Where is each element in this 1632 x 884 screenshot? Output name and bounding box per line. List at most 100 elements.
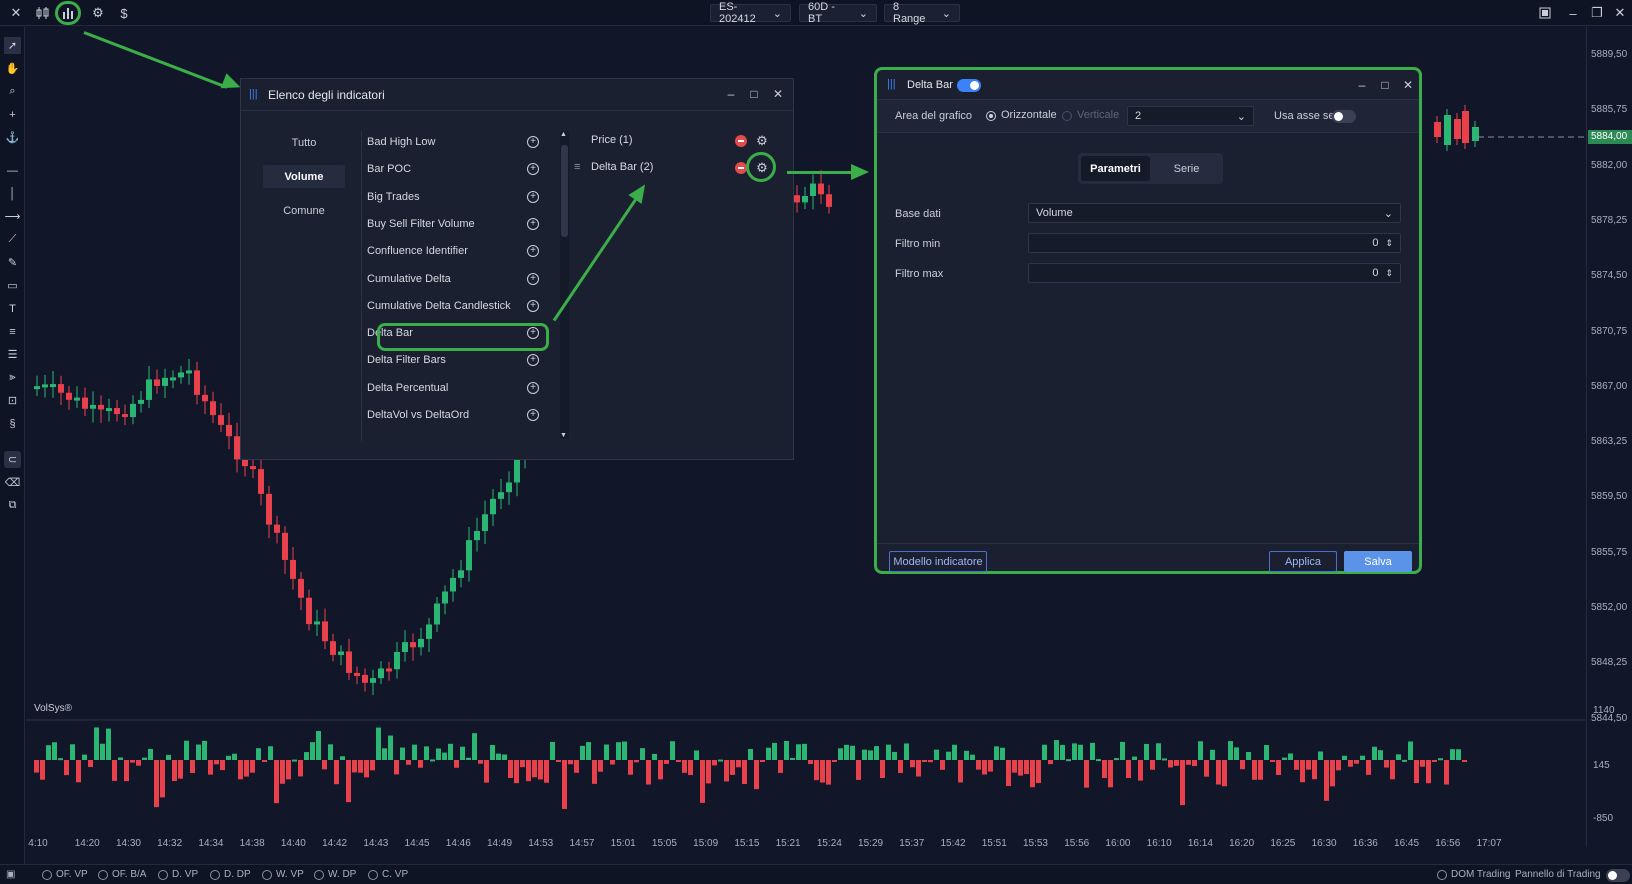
indicators-dialog-titlebar[interactable]: ||| Elenco degli indicatori – □ ✕ [241, 79, 793, 111]
tab-serie[interactable]: Serie [1173, 162, 1200, 175]
magnet-icon[interactable]: ⊂ [4, 451, 21, 468]
indicator-template-button[interactable]: Modello indicatore [889, 551, 987, 572]
trendline-icon[interactable]: ⟋ [8, 233, 17, 245]
category-comune[interactable]: Comune [283, 204, 325, 217]
footer-option[interactable]: W. DP [314, 869, 356, 880]
timeframe-dropdown[interactable]: 60D - BT ⌄ [799, 1, 877, 25]
price-axis[interactable]: 5889,50 5885,75 5882,00 5878,25 5874,50 5870,… [1586, 27, 1632, 847]
footer-option[interactable]: D. DP [210, 869, 251, 880]
maximize-icon[interactable]: □ [1381, 78, 1389, 92]
anchor-icon[interactable]: ⚓ [5, 132, 20, 144]
trading-panel-switch[interactable] [1606, 869, 1630, 882]
indicator-item[interactable]: Delta Filter Bars [367, 354, 446, 367]
window-close-icon[interactable]: ✕ [1614, 5, 1626, 20]
area-select[interactable]: 2 ⌄ [1127, 106, 1254, 126]
dom-trading-toggle[interactable]: DOM Trading [1437, 869, 1510, 880]
zoom-icon[interactable]: ⌕ [9, 85, 16, 97]
price-chart[interactable]: VolSys® [26, 27, 1586, 817]
levels-icon[interactable]: ☰ [7, 349, 18, 361]
scroll-up-icon[interactable]: ▲ [560, 131, 567, 138]
remove-icon[interactable] [735, 135, 747, 147]
ray-icon[interactable]: ⟶ [4, 211, 21, 223]
currency-icon[interactable]: $ [120, 5, 128, 21]
base-dati-select[interactable]: Volume ⌄ [1028, 203, 1401, 223]
minimize-icon[interactable]: – [1569, 5, 1577, 21]
add-icon[interactable]: + [527, 354, 539, 367]
add-icon[interactable]: + [527, 136, 539, 148]
eraser-icon[interactable]: ⌫ [4, 477, 21, 489]
category-tutto[interactable]: Tutto [291, 136, 317, 149]
indicator-item[interactable]: Bar POC [367, 163, 412, 176]
symbol-dropdown[interactable]: ES-202412 ⌄ [710, 1, 791, 25]
range-dropdown[interactable]: 8 Range ⌄ [884, 1, 960, 25]
panel-toggle-icon[interactable]: ▣ [6, 869, 16, 880]
pitchfork-icon[interactable]: ⫸ [9, 371, 16, 383]
indicator-item[interactable]: DeltaVol vs DeltaOrd [367, 409, 470, 421]
maximize-icon[interactable]: □ [750, 87, 758, 101]
add-icon[interactable]: + [527, 409, 539, 421]
apply-button[interactable]: Applica [1269, 551, 1337, 572]
add-icon[interactable]: + [527, 245, 539, 258]
minimize-icon[interactable]: – [727, 87, 735, 101]
layers-icon[interactable]: ⧉ [8, 499, 17, 511]
settings-titlebar[interactable]: ||| Delta Bar – □ ✕ [877, 70, 1419, 100]
footer-option[interactable]: OF. B/A [98, 869, 146, 880]
add-icon[interactable]: + [527, 272, 539, 285]
filtro-min-input[interactable]: 0 ⇕ [1028, 233, 1401, 253]
time-axis[interactable]: 4:10 14:20 14:30 14:32 14:34 14:38 14:40 14:42 1… [26, 838, 1586, 850]
add-icon[interactable]: + [527, 190, 539, 203]
secondary-axis-switch[interactable] [1332, 110, 1356, 123]
category-volume[interactable]: Volume [263, 165, 345, 188]
vertical-line-icon[interactable]: │ [9, 187, 16, 200]
drag-handle-icon[interactable]: ≡ [574, 161, 581, 173]
footer-option[interactable]: D. VP [158, 869, 198, 880]
add-icon[interactable]: + [527, 299, 539, 312]
gear-icon[interactable]: ⚙ [92, 5, 104, 20]
indicator-item[interactable]: Big Trades [367, 190, 420, 203]
stepper-icon[interactable]: ⇕ [1385, 237, 1393, 248]
tab-parametri[interactable]: Parametri [1081, 156, 1150, 181]
footer-option[interactable]: C. VP [368, 869, 408, 880]
active-indicator-delta-bar[interactable]: Delta Bar (2) [591, 161, 654, 173]
hand-icon[interactable]: ✋ [5, 63, 20, 75]
scroll-down-icon[interactable]: ▼ [560, 432, 567, 439]
candles-icon[interactable] [32, 3, 52, 23]
add-icon[interactable]: + [527, 163, 539, 176]
close-icon[interactable]: ✕ [10, 5, 22, 20]
close-icon[interactable]: ✕ [772, 87, 784, 101]
crosshair-icon[interactable]: + [9, 108, 16, 121]
brush-icon[interactable]: ✎ [7, 257, 18, 269]
horizontal-line-icon[interactable]: — [7, 164, 18, 177]
stop-icon[interactable]: § [9, 417, 16, 430]
indicator-item[interactable]: Delta Percentual [367, 381, 449, 394]
indicator-item[interactable]: Cumulative Delta Candlestick [367, 299, 511, 312]
radio-horizontal[interactable] [986, 111, 996, 121]
stepper-icon[interactable]: ⇕ [1385, 267, 1393, 278]
rectangle-icon[interactable]: ▭ [7, 280, 18, 292]
text-icon[interactable]: T [9, 302, 16, 315]
radio-vertical[interactable] [1062, 111, 1072, 121]
active-indicator-price[interactable]: Price (1) [591, 134, 633, 146]
save-button[interactable]: Salva [1344, 551, 1412, 572]
gear-icon[interactable]: ⚙ [756, 133, 768, 148]
indicator-item[interactable]: Cumulative Delta [367, 272, 451, 285]
price-range-icon[interactable]: ⊡ [7, 395, 18, 407]
add-icon[interactable]: + [527, 327, 539, 340]
filtro-max-input[interactable]: 0 ⇕ [1028, 263, 1401, 283]
minimize-icon[interactable]: – [1358, 78, 1366, 92]
indicator-item[interactable]: Confluence Identifier [367, 245, 468, 258]
layout-icon[interactable] [1535, 3, 1555, 23]
footer-option[interactable]: OF. VP [42, 869, 88, 880]
trading-panel-toggle[interactable]: Pannello di Trading [1515, 869, 1601, 880]
add-icon[interactable]: + [527, 381, 539, 394]
add-icon[interactable]: + [527, 217, 539, 230]
footer-option[interactable]: W. VP [262, 869, 304, 880]
fibonacci-icon[interactable]: ≡ [9, 325, 16, 338]
cursor-icon[interactable]: ➚ [4, 37, 21, 54]
remove-icon[interactable] [735, 162, 747, 174]
indicator-enabled-switch[interactable] [957, 79, 981, 92]
close-icon[interactable]: ✕ [1402, 78, 1414, 92]
indicator-item[interactable]: Bad High Low [367, 136, 436, 148]
scrollbar[interactable]: ▲ ▼ [560, 131, 569, 439]
indicator-item[interactable]: Buy Sell Filter Volume [367, 217, 475, 230]
